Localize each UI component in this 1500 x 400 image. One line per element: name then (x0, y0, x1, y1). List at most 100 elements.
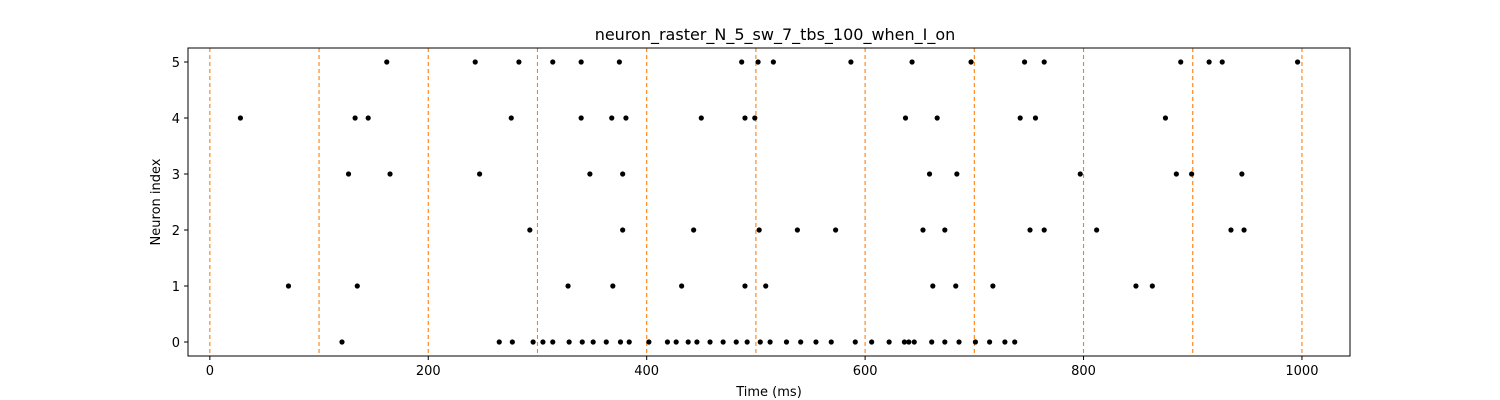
spike-n4-2 (365, 115, 371, 121)
y-axis-ticks: 0 1 2 3 4 5 (172, 56, 188, 351)
plot-frame (187, 47, 1351, 357)
spike-n2-8 (1027, 227, 1033, 233)
spike-n5-10 (909, 59, 915, 65)
spike-n1-8 (953, 283, 959, 289)
spike-points (237, 59, 1301, 345)
spike-n0-32 (911, 339, 917, 345)
x-tick-label-400: 400 (634, 364, 659, 379)
spike-n0-17 (707, 339, 713, 345)
spike-n4-0 (237, 115, 244, 121)
spike-n2-1 (620, 227, 626, 233)
x-tick-label-0: 0 (206, 364, 214, 379)
spike-n4-8 (742, 115, 748, 121)
spike-n0-23 (783, 339, 790, 345)
spike-n4-1 (352, 115, 358, 121)
spike-n0-7 (579, 339, 585, 345)
spike-n5-7 (755, 59, 761, 65)
spike-n0-37 (987, 339, 993, 345)
stimulus-markers (209, 48, 1303, 356)
spike-n3-6 (954, 171, 960, 177)
spike-n0-35 (956, 339, 962, 345)
spike-n3-8 (1173, 171, 1179, 177)
y-tick-label-4: 4 (172, 112, 180, 127)
spike-n0-3 (530, 339, 536, 345)
spike-n4-13 (1032, 115, 1039, 121)
spike-n5-14 (1178, 59, 1184, 65)
spike-n3-3 (587, 171, 593, 177)
spike-n0-2 (509, 339, 515, 345)
spike-n4-14 (1162, 115, 1169, 121)
spike-n4-5 (609, 115, 615, 121)
spike-n4-9 (752, 115, 758, 121)
y-axis-label: Neuron index (149, 158, 164, 245)
spike-n0-27 (852, 339, 858, 345)
spike-n0-20 (744, 339, 750, 345)
spike-n0-18 (720, 339, 726, 345)
spike-n0-36 (972, 339, 979, 345)
spike-n3-2 (476, 171, 483, 177)
spike-n0-19 (733, 339, 739, 345)
spike-n2-2 (691, 227, 697, 233)
spike-n5-13 (1041, 59, 1047, 65)
spike-n0-28 (869, 339, 875, 345)
spike-n3-9 (1189, 171, 1195, 177)
spike-n0-33 (929, 339, 935, 345)
spike-n0-29 (886, 339, 892, 345)
spike-n0-9 (603, 339, 609, 345)
spike-n5-5 (616, 59, 622, 65)
spike-n3-1 (387, 171, 393, 177)
spike-n5-2 (516, 59, 522, 65)
y-tick-label-1: 1 (172, 280, 180, 295)
spike-n4-11 (934, 115, 940, 121)
spike-n0-22 (767, 339, 773, 345)
spike-n4-10 (902, 115, 909, 121)
spike-n0-4 (540, 339, 546, 345)
spike-n4-7 (698, 115, 704, 121)
spike-n0-6 (566, 339, 572, 345)
spike-n5-6 (739, 59, 745, 65)
spike-n1-0 (285, 283, 292, 289)
spike-n5-17 (1294, 59, 1301, 65)
spike-n1-6 (763, 283, 769, 289)
spike-n4-3 (508, 115, 514, 121)
spike-n0-24 (798, 339, 804, 345)
y-tick-label-3: 3 (172, 168, 180, 183)
spike-n0-25 (813, 339, 819, 345)
spike-n2-7 (942, 227, 948, 233)
spike-n2-10 (1094, 227, 1100, 233)
spike-n1-9 (990, 283, 996, 289)
spike-n5-15 (1206, 59, 1212, 65)
spike-n0-30 (901, 339, 908, 345)
spike-n1-2 (565, 283, 571, 289)
spike-n3-4 (620, 171, 626, 177)
spike-n3-5 (926, 171, 933, 177)
spike-n0-38 (1002, 339, 1008, 345)
spike-n1-1 (354, 283, 360, 289)
x-tick-label-600: 600 (853, 364, 878, 379)
spike-n0-21 (757, 339, 763, 345)
y-tick-label-2: 2 (172, 224, 180, 239)
spike-n3-10 (1239, 171, 1245, 177)
spike-n0-14 (673, 339, 679, 345)
y-tick-label-5: 5 (172, 56, 180, 71)
spike-n0-16 (694, 339, 700, 345)
spike-n1-11 (1149, 283, 1155, 289)
spike-n3-0 (345, 171, 352, 177)
spike-n5-8 (770, 59, 776, 65)
spike-n5-1 (472, 59, 478, 65)
spike-n2-4 (794, 227, 800, 233)
spike-n5-0 (384, 59, 390, 65)
spike-n0-5 (550, 339, 556, 345)
spike-n0-1 (496, 339, 502, 345)
spike-n5-3 (550, 59, 556, 65)
x-axis-ticks: 0 200 400 600 800 1000 (206, 356, 1318, 379)
spike-n1-5 (742, 283, 748, 289)
spike-n2-0 (527, 227, 533, 233)
spike-n0-26 (828, 339, 834, 345)
spike-n0-10 (617, 339, 624, 345)
spike-n5-16 (1219, 59, 1225, 65)
spike-n4-6 (623, 115, 629, 121)
spike-n1-4 (679, 283, 685, 289)
x-axis-label: Time (ms) (735, 385, 802, 400)
